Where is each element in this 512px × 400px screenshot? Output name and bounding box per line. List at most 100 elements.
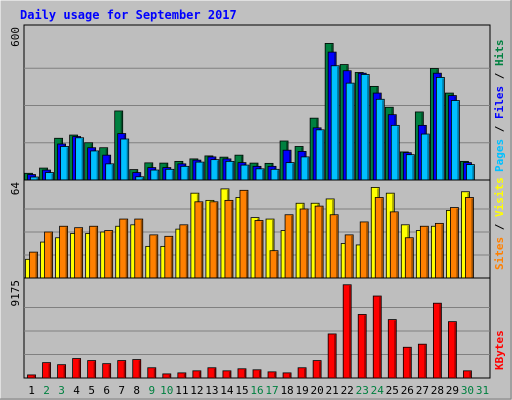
bar-shadow (262, 169, 264, 180)
bar-kbytes-day-16 (252, 369, 262, 379)
bar-shadow (125, 220, 128, 278)
x-tick-label-day-11: 11 (175, 384, 188, 397)
bar-shadow (261, 221, 263, 278)
bar-shadow (36, 178, 39, 180)
bar-kbytes-day-23 (357, 314, 367, 379)
bar-shadow (424, 345, 426, 378)
y-max-label: 600 (9, 27, 22, 47)
bar-shadow (277, 170, 279, 180)
bar-shadow (364, 315, 366, 378)
bar-kbytes-day-19 (297, 367, 307, 379)
bar-kbytes-day-30 (463, 370, 472, 379)
bar-shadow (276, 251, 278, 278)
bar-shadow (336, 215, 338, 278)
x-tick-label-day-22: 22 (341, 384, 354, 397)
bar-shadow (454, 322, 456, 378)
bar-shadow (412, 155, 414, 180)
y-max-label: 9175 (9, 280, 22, 307)
bar-shadow (168, 374, 171, 378)
bar-shadow (95, 227, 98, 278)
bar-shadow (367, 75, 369, 180)
bar-shadow (63, 365, 66, 378)
bar-shadow (337, 66, 339, 180)
bar-shadow (304, 368, 306, 378)
legend-separator: / (493, 119, 506, 139)
bar-shadow (409, 348, 411, 378)
x-tick-label-day-14: 14 (220, 384, 234, 397)
bar-shadow (379, 297, 381, 378)
bar-shadow (153, 368, 156, 378)
bar-shadow (93, 361, 96, 378)
bar-shadow (126, 140, 129, 180)
bar-kbytes-day-13 (207, 367, 217, 379)
bar-shadow (246, 166, 249, 180)
bar-shadow (65, 227, 68, 278)
legend-visits-sites: Sites / Visits (493, 177, 506, 270)
bar-kbytes-day-26 (402, 346, 412, 379)
bar-shadow (230, 201, 233, 278)
bar-shadow (66, 147, 69, 180)
x-tick-label-day-4: 4 (73, 384, 80, 397)
bar-shadow (351, 235, 353, 278)
bar-shadow (471, 198, 473, 278)
bar-kbytes-day-11 (177, 372, 187, 379)
bar-shadow (138, 360, 141, 378)
bar-shadow (216, 160, 219, 180)
bar-shadow (472, 165, 474, 180)
legend-separator: / (493, 217, 506, 237)
bar-kbytes-day-14 (222, 370, 232, 379)
bar-shadow (183, 373, 186, 378)
bar-kbytes-day-4 (72, 358, 82, 379)
panel-visits-sites: 64 Sites / Visits (9, 177, 506, 279)
x-tick-label-day-29: 29 (446, 384, 459, 397)
bar-kbytes-day-25 (387, 319, 397, 379)
bar-shadow (231, 162, 234, 180)
bar-shadow (456, 208, 458, 278)
x-tick-label-day-25: 25 (386, 384, 399, 397)
bar-shadow (186, 167, 189, 180)
bar-kbytes-day-12 (192, 370, 202, 379)
bar-kbytes-day-5 (87, 360, 97, 379)
bar-shadow (198, 371, 201, 378)
bar-shadow (171, 170, 174, 180)
x-tick-label-day-2: 2 (43, 384, 50, 397)
bar-shadow (439, 304, 441, 378)
legend-visits: Visits (493, 177, 506, 217)
bar-kbytes-day-8 (132, 359, 142, 379)
bar-shadow (80, 228, 83, 278)
legend-sites: Sites (493, 237, 506, 270)
bar-shadow (411, 238, 413, 278)
bar-kbytes-day-20 (312, 360, 322, 379)
x-tick-label-day-13: 13 (205, 384, 218, 397)
bar-shadow (441, 224, 443, 278)
bar-shadow (274, 372, 276, 378)
bar-kbytes-day-3 (57, 364, 66, 379)
x-tick-label-day-12: 12 (190, 384, 203, 397)
x-tick-label-day-16: 16 (250, 384, 263, 397)
bar-kbytes-day-9 (147, 367, 157, 379)
bar-kbytes-day-17 (267, 371, 277, 379)
bar-shadow (108, 364, 111, 378)
bar-shadow (50, 233, 53, 278)
x-tick-label-day-10: 10 (160, 384, 173, 397)
bar-kbytes-day-21 (327, 333, 337, 379)
x-tick-label-day-3: 3 (58, 384, 65, 397)
bar-shadow (228, 371, 231, 378)
bar-kbytes-day-22 (342, 284, 352, 379)
bar-shadow (306, 210, 308, 278)
x-tick-label-day-1: 1 (28, 384, 35, 397)
bar-shadow (349, 285, 351, 378)
bar-shadow (352, 84, 354, 180)
bar-shadow (48, 363, 51, 378)
bar-shadow (321, 207, 323, 278)
bar-kbytes-day-29 (448, 321, 457, 379)
bar-shadow (185, 225, 188, 278)
x-tick-label-day-26: 26 (401, 384, 414, 397)
bar-shadow (123, 361, 126, 378)
bar-shadow (397, 126, 399, 180)
bar-shadow (382, 100, 384, 180)
bar-shadow (215, 202, 218, 278)
bar-kbytes-day-1 (27, 374, 36, 379)
bar-shadow (155, 235, 158, 278)
bar-kbytes-day-28 (432, 302, 442, 379)
